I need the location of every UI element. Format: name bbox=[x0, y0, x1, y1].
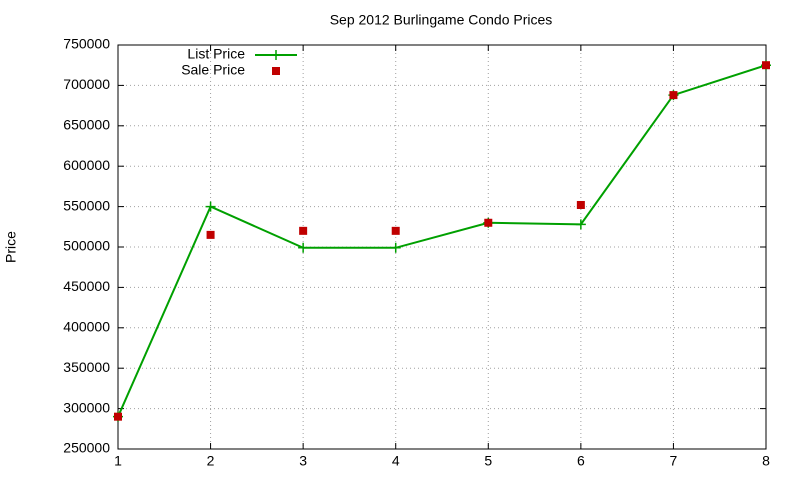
plot-frame bbox=[117, 44, 767, 450]
series-line bbox=[117, 64, 767, 418]
y-tick-label: 250000 bbox=[63, 440, 110, 456]
y-tick-label: 400000 bbox=[63, 319, 110, 335]
x-tick-label: 8 bbox=[762, 453, 770, 469]
y-tick-label: 550000 bbox=[63, 197, 110, 213]
legend-label: Sale Price bbox=[181, 62, 245, 78]
x-tick-label: 2 bbox=[207, 453, 215, 469]
legend-marker bbox=[272, 67, 280, 75]
y-tick-label: 300000 bbox=[63, 399, 110, 415]
y-tick-label: 700000 bbox=[63, 76, 110, 92]
y-tick-label: 350000 bbox=[63, 359, 110, 375]
y-tick-label: 750000 bbox=[63, 36, 110, 52]
legend-marker bbox=[271, 50, 281, 60]
chart-title: Sep 2012 Burlingame Condo Prices bbox=[330, 12, 553, 28]
point-marker bbox=[298, 242, 309, 253]
x-tick-label: 6 bbox=[577, 453, 585, 469]
x-tick-label: 7 bbox=[670, 453, 678, 469]
point-marker bbox=[391, 226, 400, 235]
x-tick-label: 1 bbox=[114, 453, 122, 469]
legend-label: List Price bbox=[187, 46, 245, 62]
y-tick-label: 450000 bbox=[63, 278, 110, 294]
x-tick-label: 3 bbox=[299, 453, 307, 469]
point-marker bbox=[762, 61, 770, 70]
y-tick-label: 600000 bbox=[63, 157, 110, 173]
point-marker bbox=[114, 412, 122, 421]
y-tick-label: 500000 bbox=[63, 238, 110, 254]
x-tick-label: 4 bbox=[392, 453, 400, 469]
point-marker bbox=[575, 219, 586, 230]
point-marker bbox=[576, 200, 585, 209]
point-marker bbox=[205, 201, 216, 212]
point-marker bbox=[669, 91, 678, 100]
y-axis-label: Price bbox=[3, 231, 19, 263]
point-marker bbox=[390, 242, 401, 253]
point-marker bbox=[484, 218, 493, 227]
point-marker bbox=[206, 230, 215, 239]
y-tick-label: 650000 bbox=[63, 117, 110, 133]
x-tick-label: 5 bbox=[484, 453, 492, 469]
point-marker bbox=[299, 226, 308, 235]
